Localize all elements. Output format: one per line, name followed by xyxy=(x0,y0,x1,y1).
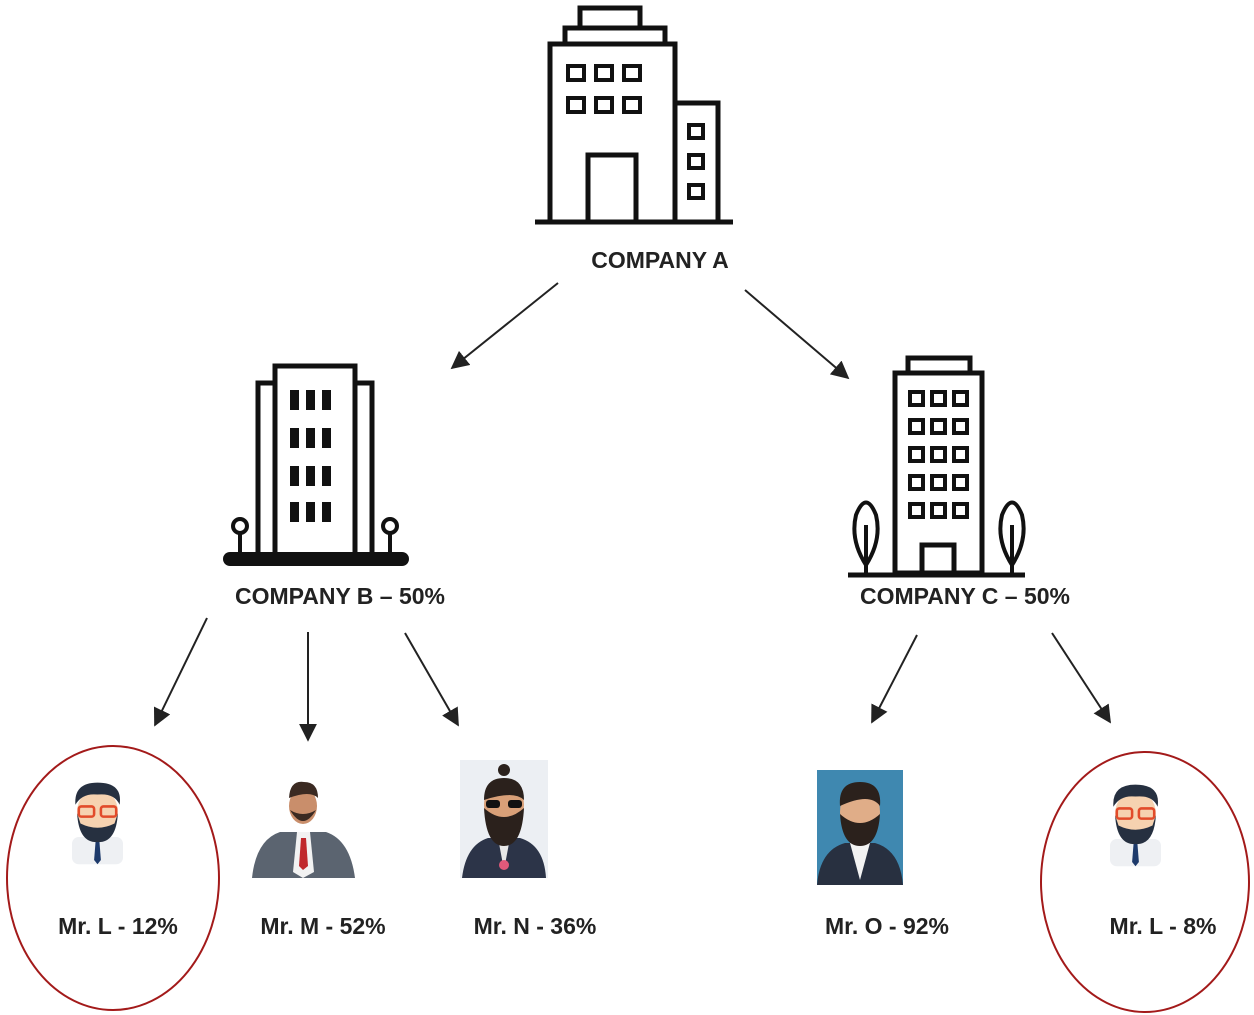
node-label: COMPANY B – 50% xyxy=(235,583,445,609)
arrow xyxy=(452,283,558,368)
node-label: Mr. N - 36% xyxy=(474,913,597,939)
arrow xyxy=(1052,633,1110,722)
arrow xyxy=(872,635,917,722)
avatar xyxy=(72,783,123,865)
arrow xyxy=(155,618,207,725)
avatar xyxy=(817,770,903,885)
building-c xyxy=(848,358,1025,575)
avatar xyxy=(460,760,548,878)
node-label: COMPANY C – 50% xyxy=(860,583,1070,609)
node-label: Mr. O - 92% xyxy=(825,913,949,939)
building-a xyxy=(535,8,733,222)
arrow xyxy=(745,290,848,378)
node-label: Mr. L - 8% xyxy=(1110,913,1217,939)
building-b xyxy=(223,366,409,566)
avatar xyxy=(1110,785,1161,867)
arrow xyxy=(405,633,458,725)
highlight-circle xyxy=(7,746,219,1010)
node-label: Mr. M - 52% xyxy=(260,913,385,939)
node-label: COMPANY A xyxy=(591,247,729,273)
diagram: COMPANY A COMPANY B – 50% xyxy=(0,0,1254,1015)
node-label: Mr. L - 12% xyxy=(58,913,178,939)
avatar xyxy=(252,782,355,878)
